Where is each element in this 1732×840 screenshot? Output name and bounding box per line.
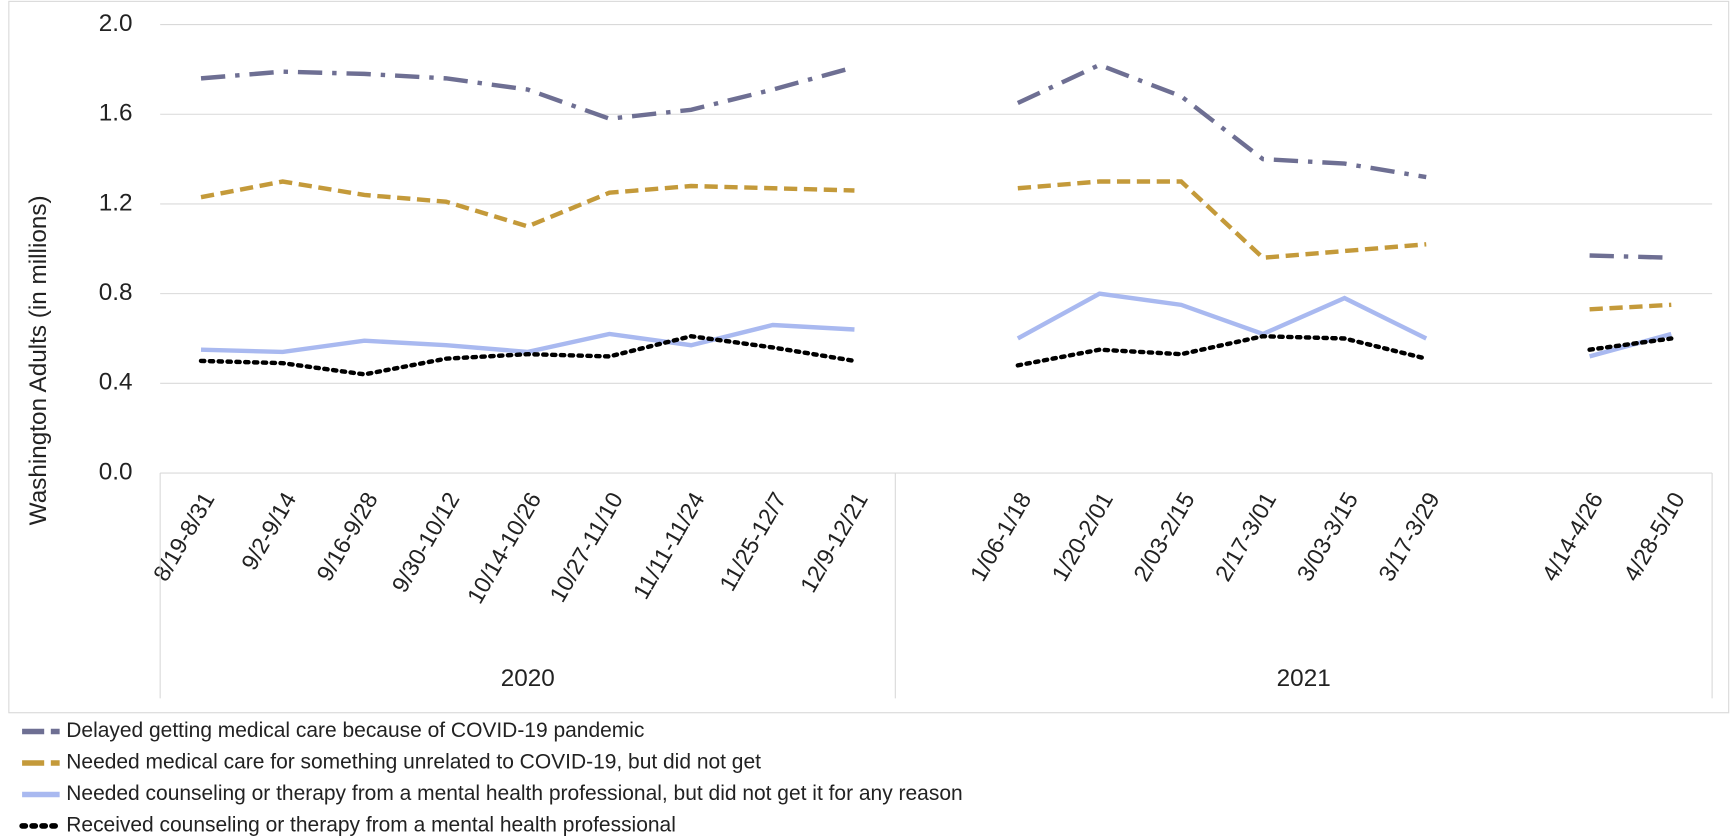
y-tick-label: 1.6	[99, 100, 133, 127]
x-tick-label: 2/03-2/15	[1128, 488, 1200, 586]
x-tick-label: 1/06-1/18	[965, 488, 1037, 586]
series-line	[200, 322, 855, 355]
chart-border	[8, 0, 1730, 714]
x-tick-label: 9/16-9/28	[311, 488, 383, 586]
x-tick-label: 12/9-12/21	[795, 488, 873, 597]
y-tick-label: 0.4	[99, 369, 133, 396]
y-tick-label: 0.0	[99, 458, 133, 485]
group-label: 2021	[1277, 665, 1331, 692]
y-tick-label: 0.8	[99, 279, 133, 306]
x-tick-label: 10/27-11/10	[544, 488, 628, 607]
y-tick-label: 2.0	[99, 10, 133, 37]
series-line	[1016, 62, 1427, 180]
x-tick-label: 9/30-10/12	[387, 488, 465, 597]
x-tick-label: 10/14-10/26	[462, 488, 546, 608]
x-tick-label: 2/17-3/01	[1210, 488, 1282, 586]
x-tick-label: 8/19-8/31	[148, 488, 220, 586]
group-label: 2020	[501, 665, 555, 692]
legend-label: Needed medical care for something unrela…	[66, 751, 761, 774]
x-tick-label: 4/14-4/26	[1537, 488, 1609, 586]
series-line	[1016, 291, 1428, 341]
series-line	[200, 179, 855, 229]
x-tick-label: 11/11-11/24	[628, 488, 710, 604]
x-tick-label: 1/20-2/01	[1046, 488, 1118, 586]
x-tick-label: 11/25-12/7	[714, 488, 791, 596]
y-tick-label: 1.2	[99, 189, 133, 216]
x-tick-label: 3/03-3/15	[1292, 488, 1364, 586]
y-axis-label: Washington Adults (in millions)	[25, 195, 52, 525]
series-line	[200, 65, 856, 121]
series-line	[1589, 253, 1672, 260]
series-line	[1017, 179, 1427, 261]
legend-label: Received counseling or therapy from a me…	[66, 813, 676, 836]
series-line	[1589, 331, 1672, 359]
series-line	[198, 333, 857, 377]
x-tick-label: 4/28-5/10	[1618, 488, 1690, 586]
x-tick-label: 3/17-3/29	[1373, 488, 1445, 586]
series-line	[1587, 336, 1674, 352]
legend-label: Needed counseling or therapy from a ment…	[66, 782, 962, 805]
series-line	[1015, 334, 1429, 368]
x-tick-label: 9/2-9/14	[236, 488, 301, 575]
legend-label: Delayed getting medical care because of …	[66, 719, 644, 742]
series-line	[1589, 302, 1672, 312]
